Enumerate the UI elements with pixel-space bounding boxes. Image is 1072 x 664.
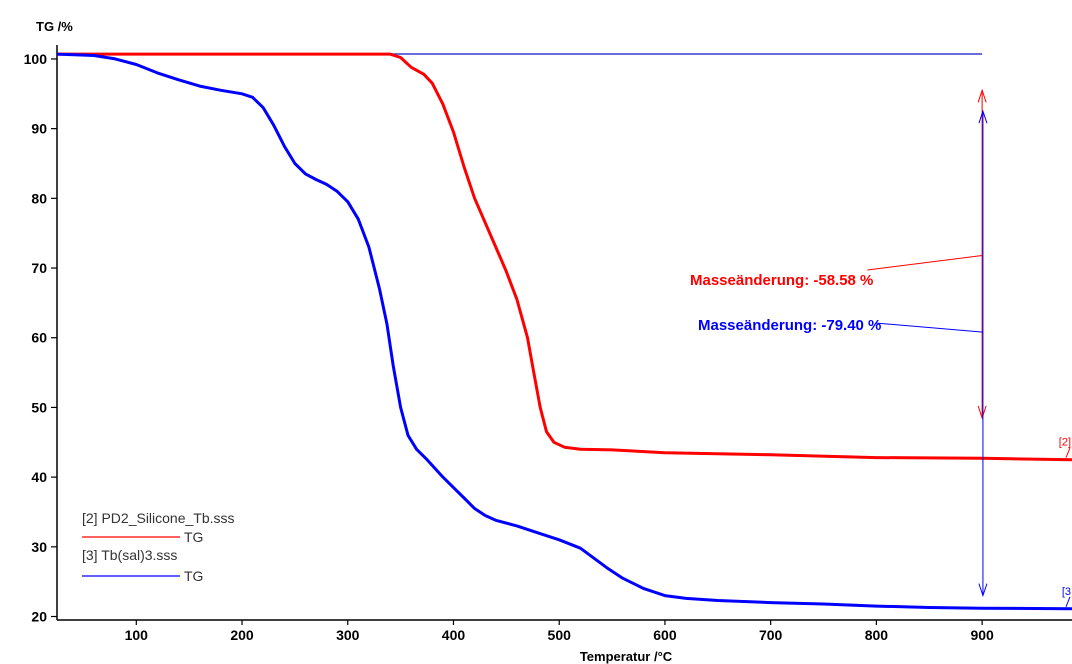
x-tick-label: 100 [125, 627, 149, 643]
x-tick-label: 700 [759, 627, 783, 643]
mass-change-leader [875, 322, 983, 333]
y-tick-label: 80 [31, 190, 47, 206]
y-tick-label: 50 [31, 399, 47, 415]
y-tick-label: 70 [31, 260, 47, 276]
y-tick-label: 90 [31, 121, 47, 137]
legend-entry-label: [2] PD2_Silicone_Tb.sss [82, 510, 235, 526]
legend-entry-sub: TG [184, 568, 203, 584]
x-axis-title: Temperatur /°C [580, 649, 673, 664]
x-tick-label: 900 [970, 627, 994, 643]
x-tick-label: 400 [442, 627, 466, 643]
mass-change-label: Masseänderung: -58.58 % [690, 272, 873, 289]
y-tick-label: 60 [31, 330, 47, 346]
x-tick-label: 800 [865, 627, 889, 643]
end-tag-leader [1065, 596, 1071, 608]
arrow-head-up [978, 109, 988, 124]
mass-change-label: Masseänderung: -79.40 % [698, 317, 881, 334]
x-tick-label: 600 [653, 627, 677, 643]
x-tick-label: 300 [336, 627, 360, 643]
legend-entry-label: [3] Tb(sal)3.sss [82, 547, 177, 563]
y-axis-title: TG /% [36, 19, 73, 34]
y-tick-label: 20 [31, 609, 47, 625]
legend: [2] PD2_Silicone_Tb.sss TG [3] Tb(sal)3.… [82, 510, 235, 584]
series-line-2 [56, 52, 1072, 611]
y-tick-label: 40 [31, 469, 47, 485]
arrow-head-down [977, 405, 987, 420]
legend-entry-sub: TG [184, 529, 203, 545]
series-line-1 [57, 52, 1072, 462]
x-tick-label: 500 [548, 627, 572, 643]
y-tick-label: 100 [24, 51, 48, 67]
mass-change-leader [867, 254, 983, 271]
arrow-head-up [977, 88, 987, 103]
y-tick-label: 30 [31, 539, 47, 555]
x-tick-label: 200 [230, 627, 254, 643]
end-tag-leader [1065, 447, 1071, 458]
series-end-tag: [2] [1059, 437, 1071, 449]
series-end-tag: [3 [1062, 586, 1071, 598]
arrow-head-down [978, 583, 988, 598]
